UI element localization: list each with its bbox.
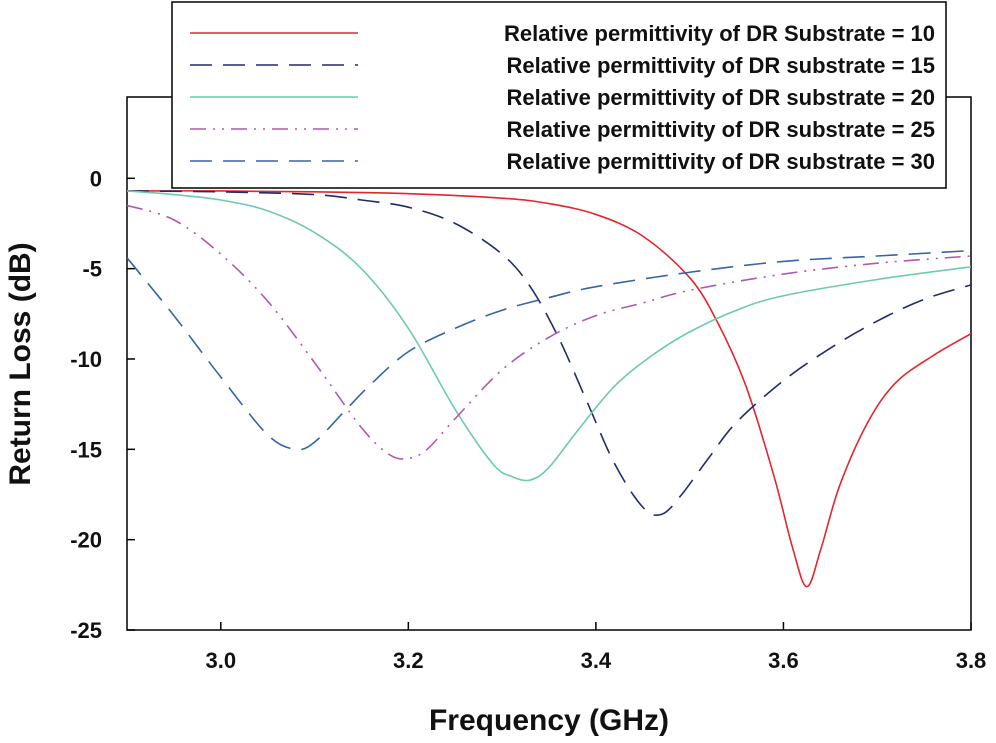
series-line-3 [127,190,971,482]
legend-label-1: Relative permittivity of DR Substrate = … [504,21,935,46]
y-tick-label: -10 [70,347,102,372]
y-tick-label: 0 [90,166,102,191]
x-axis-title: Frequency (GHz) [429,704,669,737]
x-tick-label: 3.2 [393,648,424,673]
x-tick-label: 3.0 [205,648,236,673]
legend-label-2: Relative permittivity of DR substrate = … [506,53,935,78]
axis-ticks [127,177,972,631]
legend-label-5: Relative permittivity of DR substrate = … [506,149,935,174]
axis-tick-labels: 3.0 3.2 3.4 3.6 3.8 0 -5 -10 -15 -20 -25 [70,166,986,673]
y-tick-label: -20 [70,528,102,553]
x-tick-label: 3.4 [581,648,612,673]
y-tick-label: -5 [82,257,102,282]
x-tick-label: 3.8 [956,648,987,673]
y-tick-label: -15 [70,437,102,462]
series-line-1 [127,190,971,588]
legend-label-3: Relative permittivity of DR substrate = … [506,85,935,110]
legend-label-4: Relative permittivity of DR substrate = … [506,117,935,142]
series-line-5 [127,249,971,451]
x-tick-label: 3.6 [768,648,799,673]
legend: Relative permittivity of DR Substrate = … [171,1,947,189]
series-line-2 [127,190,971,516]
y-axis-title: Return Loss (dB) [4,242,37,485]
series-lines [127,190,971,588]
y-tick-label: -25 [70,618,102,643]
series-line-4 [127,204,971,460]
